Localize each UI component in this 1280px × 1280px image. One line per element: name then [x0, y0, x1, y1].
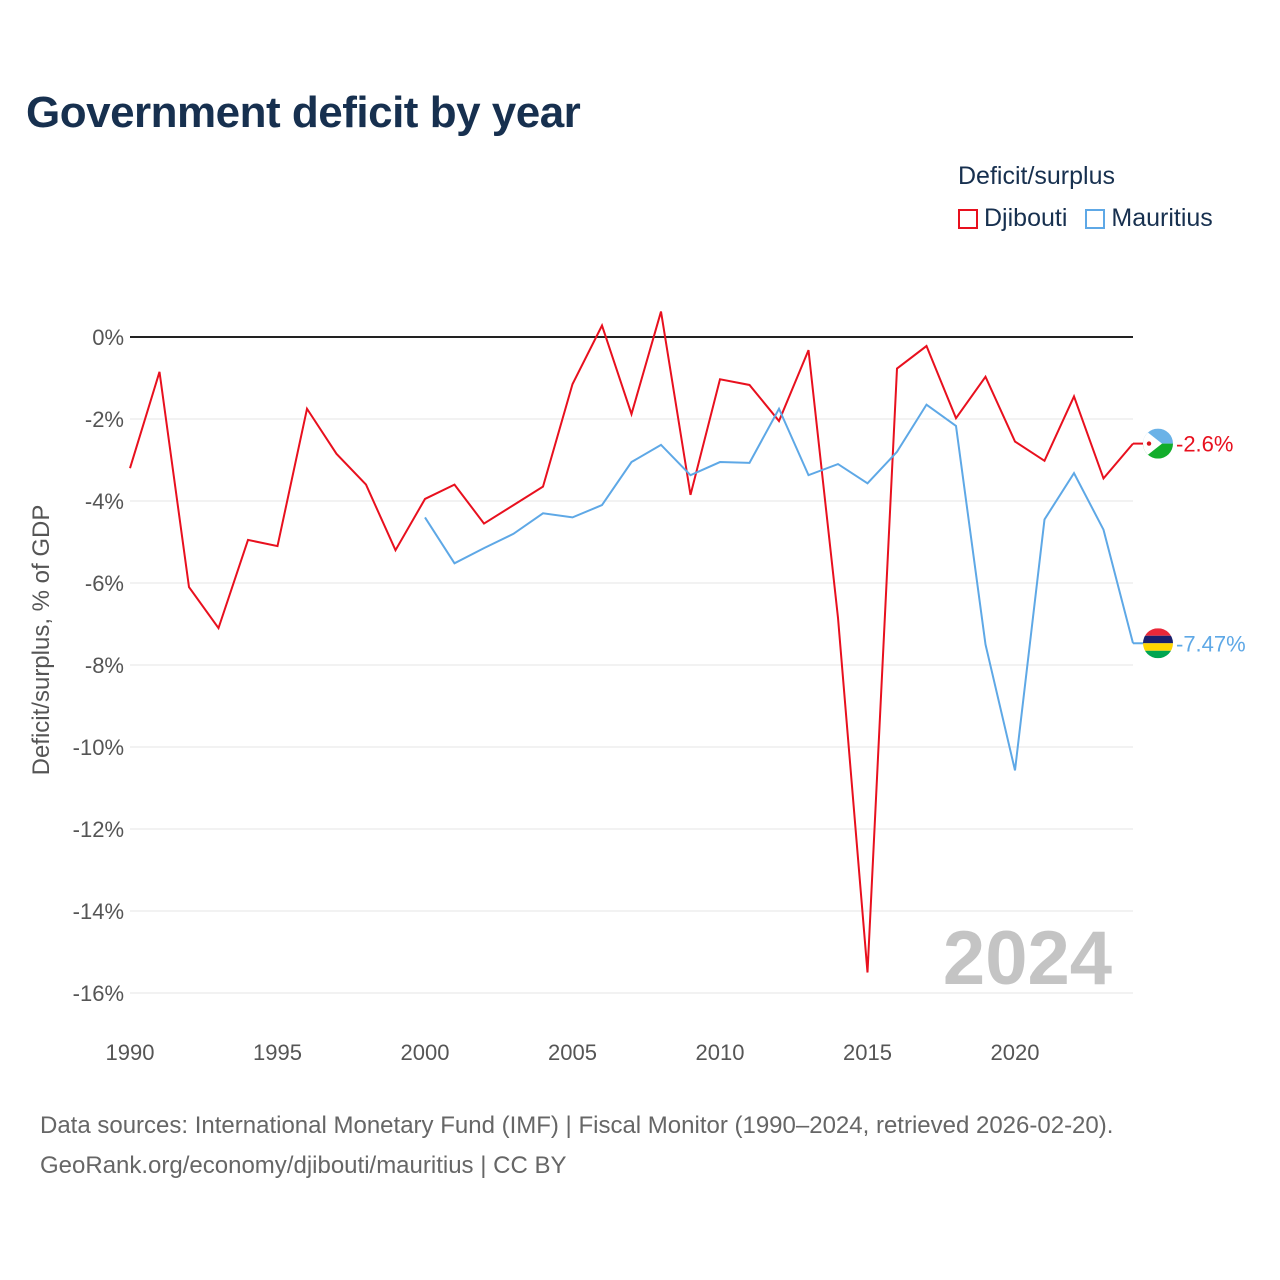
data-point-djibouti[interactable]: [245, 537, 251, 543]
data-point-djibouti[interactable]: [157, 369, 163, 375]
end-value-label-mauritius: -7.47%: [1176, 631, 1246, 656]
data-point-mauritius[interactable]: [1071, 470, 1077, 476]
series-line-djibouti[interactable]: [129, 311, 1134, 973]
data-point-djibouti[interactable]: [511, 502, 517, 508]
series-lines: [127, 309, 1134, 976]
data-point-djibouti[interactable]: [275, 543, 281, 549]
legend-swatch-djibouti: [958, 208, 978, 229]
end-value-label-djibouti: -2.6%: [1176, 432, 1233, 457]
data-point-mauritius[interactable]: [688, 472, 694, 478]
data-point-djibouti[interactable]: [540, 484, 546, 490]
data-point-djibouti[interactable]: [1101, 475, 1107, 481]
data-point-djibouti[interactable]: [983, 374, 989, 380]
data-point-mauritius[interactable]: [1042, 516, 1048, 522]
data-point-mauritius[interactable]: [894, 449, 900, 455]
data-point-mauritius[interactable]: [776, 406, 782, 412]
y-axis-ticks: 0% -2% -4% -6% -8% -10% -12% -14% -16%: [73, 325, 124, 1006]
data-point-djibouti[interactable]: [186, 584, 192, 590]
data-point-mauritius[interactable]: [953, 423, 959, 429]
y-tick-label: -4%: [85, 489, 124, 514]
x-axis-ticks: 1990 1995 2000 2005 2010 2015 2020: [106, 1040, 1040, 1065]
y-tick-label: -10%: [73, 735, 124, 760]
data-point-mauritius[interactable]: [599, 502, 605, 508]
data-point-mauritius[interactable]: [481, 545, 487, 551]
y-tick-label: -2%: [85, 407, 124, 432]
gridlines: [130, 336, 1133, 994]
chart-title: Government deficit by year: [26, 88, 581, 137]
x-tick-label: 2020: [991, 1040, 1040, 1065]
legend-title: Deficit/surplus: [958, 162, 1115, 190]
y-tick-label: -14%: [73, 899, 124, 924]
data-point-mauritius[interactable]: [540, 510, 546, 516]
data-point-mauritius[interactable]: [511, 531, 517, 537]
flag-icon-mauritius: [1143, 628, 1173, 659]
data-point-djibouti[interactable]: [1042, 458, 1048, 464]
y-tick-label: -6%: [85, 571, 124, 596]
source-link[interactable]: GeoRank.org/economy/djibouti/mauritius |…: [40, 1152, 567, 1179]
data-point-djibouti[interactable]: [393, 547, 399, 553]
y-tick-label: -8%: [85, 653, 124, 678]
data-point-djibouti[interactable]: [776, 418, 782, 424]
data-point-djibouti[interactable]: [894, 366, 900, 372]
data-point-mauritius[interactable]: [747, 460, 753, 466]
x-tick-label: 2010: [696, 1040, 745, 1065]
data-point-djibouti[interactable]: [806, 347, 812, 353]
data-point-mauritius[interactable]: [570, 514, 576, 520]
data-point-djibouti[interactable]: [1071, 393, 1077, 399]
legend-item-mauritius[interactable]: Mauritius: [1085, 204, 1213, 233]
data-point-mauritius[interactable]: [835, 461, 841, 467]
data-point-mauritius[interactable]: [422, 514, 428, 520]
data-point-djibouti[interactable]: [747, 382, 753, 388]
data-point-djibouti[interactable]: [924, 343, 930, 349]
x-tick-label: 2000: [401, 1040, 450, 1065]
data-point-mauritius[interactable]: [1101, 527, 1107, 533]
data-point-djibouti[interactable]: [599, 323, 605, 329]
x-tick-label: 2015: [843, 1040, 892, 1065]
end-markers: -2.6% -7.47%: [1133, 428, 1246, 659]
legend-swatch-mauritius: [1085, 208, 1106, 229]
data-point-djibouti[interactable]: [304, 406, 310, 412]
data-point-mauritius[interactable]: [658, 442, 664, 448]
data-point-mauritius[interactable]: [1012, 767, 1018, 773]
data-point-djibouti[interactable]: [953, 415, 959, 421]
data-point-mauritius[interactable]: [806, 472, 812, 478]
data-point-mauritius[interactable]: [865, 480, 871, 486]
data-point-djibouti[interactable]: [570, 381, 576, 387]
data-point-djibouti[interactable]: [422, 496, 428, 502]
y-tick-label: 0%: [92, 325, 124, 350]
data-point-djibouti[interactable]: [127, 465, 133, 471]
data-point-djibouti[interactable]: [452, 482, 458, 488]
series-line-mauritius[interactable]: [424, 403, 1134, 771]
data-point-djibouti[interactable]: [363, 482, 369, 488]
legend-label-mauritius: Mauritius: [1111, 204, 1213, 232]
legend-label-djibouti: Djibouti: [984, 204, 1068, 232]
data-point-mauritius[interactable]: [924, 402, 930, 408]
y-tick-label: -16%: [73, 981, 124, 1006]
flag-icon-djibouti: [1143, 428, 1173, 459]
data-point-djibouti[interactable]: [481, 521, 487, 527]
y-tick-label: -12%: [73, 817, 124, 842]
data-point-djibouti[interactable]: [688, 492, 694, 498]
footer: Data sources: International Monetary Fun…: [40, 1106, 1113, 1186]
data-point-djibouti[interactable]: [1012, 439, 1018, 445]
data-point-djibouti[interactable]: [717, 376, 723, 382]
data-point-djibouti[interactable]: [835, 615, 841, 621]
data-point-mauritius[interactable]: [452, 560, 458, 566]
legend-item-djibouti[interactable]: Djibouti: [958, 204, 1067, 233]
data-point-mauritius[interactable]: [983, 642, 989, 648]
data-point-djibouti[interactable]: [629, 411, 635, 417]
year-watermark: 2024: [943, 916, 1112, 1001]
data-point-mauritius[interactable]: [629, 459, 635, 465]
legend: Djibouti Mauritius: [958, 204, 1213, 233]
data-point-mauritius[interactable]: [717, 459, 723, 465]
data-point-djibouti[interactable]: [865, 970, 871, 976]
x-tick-label: 1990: [106, 1040, 155, 1065]
data-point-djibouti[interactable]: [216, 625, 222, 631]
x-tick-label: 1995: [253, 1040, 302, 1065]
x-tick-label: 2005: [548, 1040, 597, 1065]
data-point-djibouti[interactable]: [334, 451, 340, 457]
data-source: Data sources: International Monetary Fun…: [40, 1112, 1114, 1139]
data-point-djibouti[interactable]: [658, 309, 664, 315]
